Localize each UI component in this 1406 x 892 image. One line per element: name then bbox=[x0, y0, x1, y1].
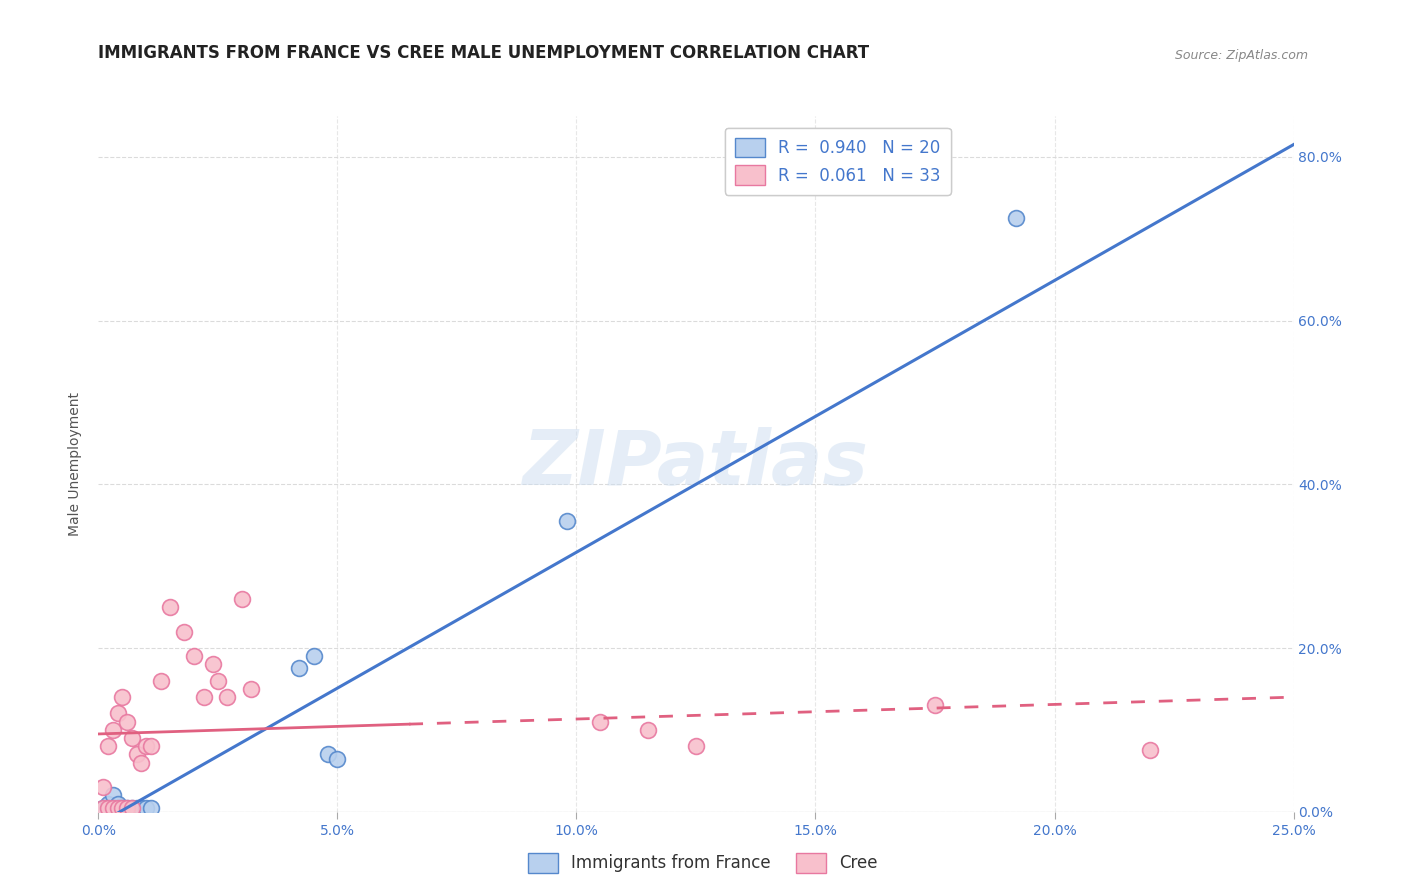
Point bbox=[139, 800, 162, 814]
Point bbox=[131, 800, 153, 814]
Text: Source: ZipAtlas.com: Source: ZipAtlas.com bbox=[1174, 49, 1308, 62]
Point bbox=[101, 800, 124, 814]
Point bbox=[97, 739, 120, 754]
Point bbox=[149, 673, 172, 688]
Point bbox=[159, 600, 181, 615]
Point bbox=[111, 800, 134, 814]
Point bbox=[589, 714, 612, 729]
Point bbox=[91, 800, 114, 814]
Point bbox=[107, 800, 129, 814]
Point bbox=[121, 731, 143, 745]
Point bbox=[555, 514, 578, 528]
Text: ZIPatlas: ZIPatlas bbox=[523, 427, 869, 500]
Point bbox=[637, 723, 659, 737]
Point bbox=[97, 800, 120, 814]
Point bbox=[924, 698, 946, 713]
Point bbox=[139, 739, 162, 754]
Point bbox=[91, 800, 114, 814]
Point bbox=[107, 800, 129, 814]
Point bbox=[121, 800, 143, 814]
Point bbox=[685, 739, 707, 754]
Point bbox=[107, 797, 129, 811]
Point bbox=[97, 800, 120, 814]
Point bbox=[101, 723, 124, 737]
Point bbox=[183, 649, 205, 664]
Point bbox=[115, 800, 138, 814]
Point bbox=[115, 800, 138, 814]
Text: IMMIGRANTS FROM FRANCE VS CREE MALE UNEMPLOYMENT CORRELATION CHART: IMMIGRANTS FROM FRANCE VS CREE MALE UNEM… bbox=[98, 45, 869, 62]
Point bbox=[302, 649, 325, 664]
Point bbox=[207, 673, 229, 688]
Point bbox=[125, 800, 148, 814]
Point bbox=[121, 800, 143, 814]
Point bbox=[135, 800, 157, 814]
Legend: R =  0.940   N = 20, R =  0.061   N = 33: R = 0.940 N = 20, R = 0.061 N = 33 bbox=[724, 128, 950, 194]
Point bbox=[91, 780, 114, 794]
Point bbox=[101, 789, 124, 803]
Point bbox=[125, 747, 148, 762]
Point bbox=[135, 739, 157, 754]
Point bbox=[111, 690, 134, 705]
Point bbox=[101, 800, 124, 814]
Point bbox=[193, 690, 215, 705]
Point bbox=[240, 681, 263, 696]
Point bbox=[131, 756, 153, 770]
Point bbox=[202, 657, 225, 672]
Point bbox=[288, 661, 311, 675]
Point bbox=[231, 591, 253, 606]
Legend: Immigrants from France, Cree: Immigrants from France, Cree bbox=[522, 847, 884, 880]
Point bbox=[115, 714, 138, 729]
Point bbox=[173, 624, 195, 639]
Point bbox=[217, 690, 239, 705]
Point bbox=[111, 800, 134, 814]
Point bbox=[1139, 743, 1161, 757]
Point bbox=[316, 747, 339, 762]
Point bbox=[107, 706, 129, 721]
Y-axis label: Male Unemployment: Male Unemployment bbox=[69, 392, 83, 536]
Point bbox=[97, 797, 120, 811]
Point bbox=[326, 751, 349, 765]
Point bbox=[1005, 211, 1028, 226]
